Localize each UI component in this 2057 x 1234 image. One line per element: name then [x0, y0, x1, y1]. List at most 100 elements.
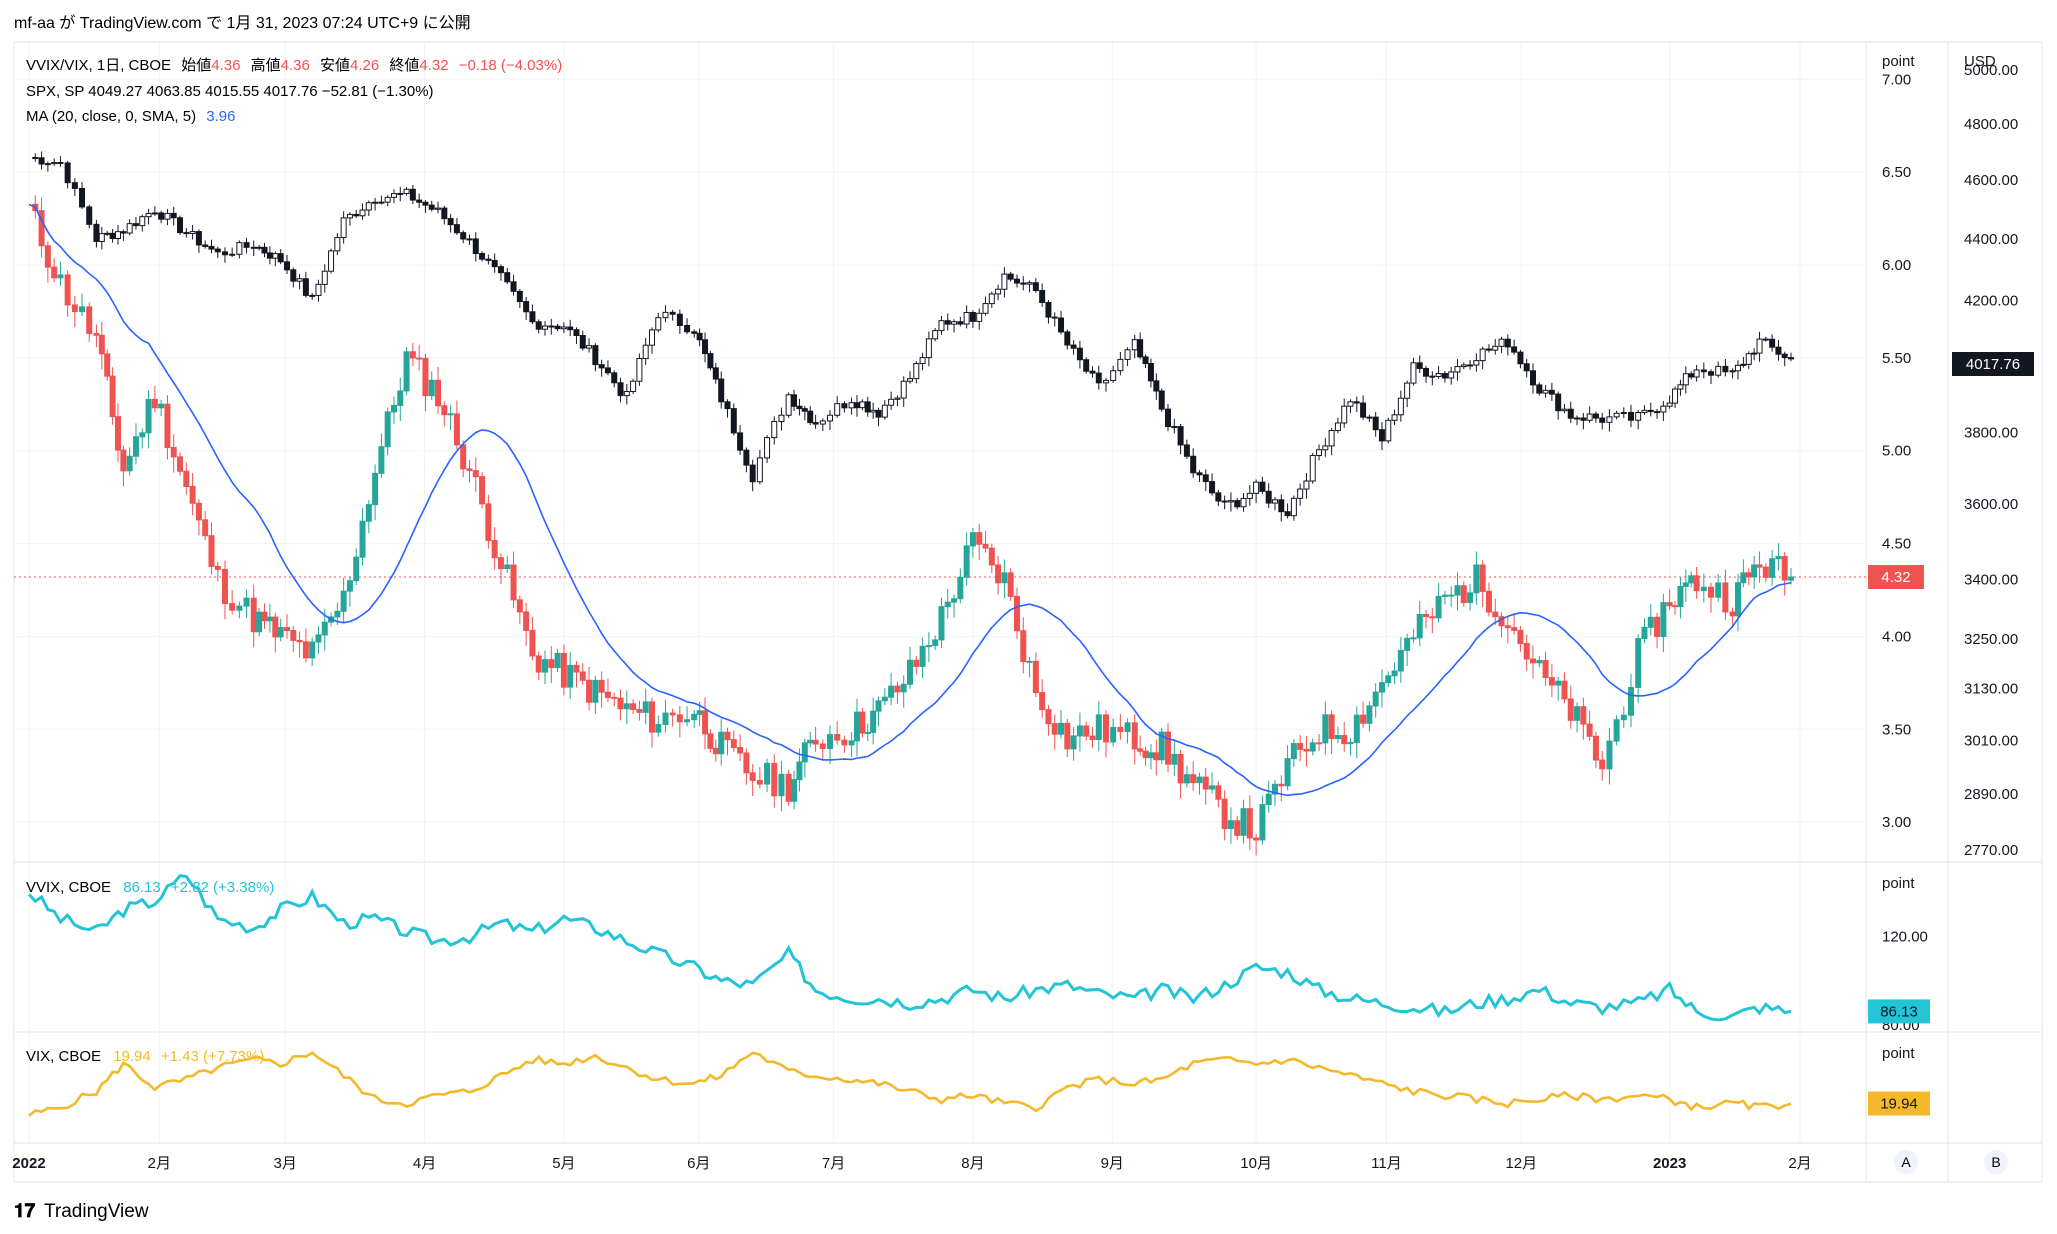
usd-tick-label: 4200.00	[1964, 292, 2018, 309]
candle-body	[957, 576, 964, 600]
candle-body	[1234, 500, 1241, 508]
candle-body	[611, 372, 618, 384]
candle-body	[834, 734, 841, 741]
candle-body	[1240, 497, 1247, 508]
candle-body	[1391, 414, 1398, 421]
candle-body	[86, 306, 93, 335]
candle-body	[64, 162, 71, 184]
candle-body	[1756, 564, 1763, 568]
candle-body	[1341, 734, 1348, 745]
candle-body	[221, 251, 228, 256]
candle-body	[1246, 808, 1253, 839]
candle-body	[1253, 481, 1260, 494]
candle-body	[1278, 499, 1285, 513]
candle-body	[1153, 380, 1160, 392]
candle-body	[1435, 373, 1442, 377]
candle-body	[586, 679, 593, 703]
candle-body	[346, 213, 353, 219]
vix-last-badge: 19.94	[1868, 1091, 1930, 1116]
candle-body	[951, 598, 958, 603]
candle-body	[79, 187, 86, 208]
candle-body	[969, 312, 976, 322]
candle-body	[1083, 725, 1090, 737]
candle-body	[1334, 734, 1341, 739]
candle-body	[1378, 682, 1385, 693]
ratio-tick-label: 5.00	[1882, 443, 1911, 460]
candle-body	[1259, 804, 1266, 841]
candle-body	[567, 326, 574, 331]
candle-body	[485, 258, 492, 261]
candle-body	[1666, 602, 1673, 607]
candle-body	[504, 272, 511, 283]
candle-body	[195, 231, 202, 246]
candle-body	[1290, 497, 1297, 517]
candle-body	[1385, 419, 1392, 442]
candle-body	[826, 734, 833, 749]
vvix-legend: VVIX, CBOE 86.13 +2.82 (+3.38%)	[26, 879, 274, 896]
month-tick-label: 2023	[1653, 1155, 1686, 1172]
candle-body	[516, 599, 523, 613]
candle-body	[630, 380, 637, 393]
candle-body	[1360, 714, 1367, 724]
vix-legend-change: +1.43 (+7.73%)	[161, 1048, 264, 1065]
candle-body	[151, 398, 158, 409]
ratio-tick-label: 3.00	[1882, 814, 1911, 831]
candle-body	[573, 329, 580, 336]
candle-body	[510, 564, 517, 601]
candle-body	[1051, 723, 1058, 735]
candle-body	[1045, 709, 1052, 725]
candle-body	[944, 320, 951, 325]
candle-body	[1353, 714, 1360, 744]
auto-scale-button[interactable]: A	[1894, 1150, 1918, 1174]
candle-body	[109, 232, 116, 240]
candle-body	[888, 685, 895, 698]
candle-body	[1007, 572, 1014, 597]
candle-body	[1322, 445, 1329, 451]
candle-body	[1297, 743, 1304, 750]
attribution-text: mf-aa が TradingView.com で 1月 31, 2023 07…	[14, 14, 471, 32]
usd-tick-label: 2890.00	[1964, 786, 2018, 803]
candle-body	[888, 398, 895, 406]
spx-legend: SPX, SP 4049.27 4063.85 4015.55 4017.76 …	[26, 83, 434, 100]
candle-body	[938, 606, 945, 641]
candle-body	[976, 532, 983, 545]
candle-body	[1548, 677, 1555, 686]
candle-body	[1592, 735, 1599, 761]
candle-body	[435, 207, 442, 210]
candle-body	[542, 659, 549, 673]
candle-body	[579, 671, 586, 681]
candle-body	[1303, 748, 1310, 752]
candle-body	[1347, 742, 1354, 745]
candle-body	[737, 747, 744, 754]
candle-body	[1530, 658, 1536, 664]
candle-body	[372, 201, 379, 204]
vix-last-value: 19.94	[1880, 1096, 1918, 1113]
candle-body	[1347, 401, 1354, 407]
candle-body	[1190, 774, 1197, 784]
candle-body	[208, 535, 215, 567]
candle-body	[1309, 742, 1316, 752]
candle-body	[1762, 338, 1769, 341]
candle-body	[120, 449, 127, 472]
candle-body	[1574, 417, 1581, 420]
log-scale-label: B	[1991, 1154, 2000, 1170]
candle-body	[435, 379, 442, 407]
candle-body	[696, 710, 703, 715]
candle-body	[1454, 585, 1461, 596]
candle-body	[785, 394, 792, 416]
vvix-line	[27, 874, 1792, 1022]
candle-body	[870, 710, 877, 733]
candle-body	[944, 601, 951, 608]
candle-body	[422, 357, 429, 397]
candle-body	[403, 188, 410, 194]
month-tick-label: 4月	[413, 1155, 436, 1172]
candle-body	[957, 321, 964, 325]
candle-body	[982, 303, 989, 314]
candle-body	[573, 664, 580, 673]
candle-body	[604, 691, 611, 698]
candle-body	[630, 703, 637, 711]
ratio-close: 4.32	[419, 57, 448, 74]
log-scale-button[interactable]: B	[1984, 1150, 2008, 1174]
usd-tick-label: 4400.00	[1964, 231, 2018, 248]
candle-body	[1677, 384, 1684, 390]
